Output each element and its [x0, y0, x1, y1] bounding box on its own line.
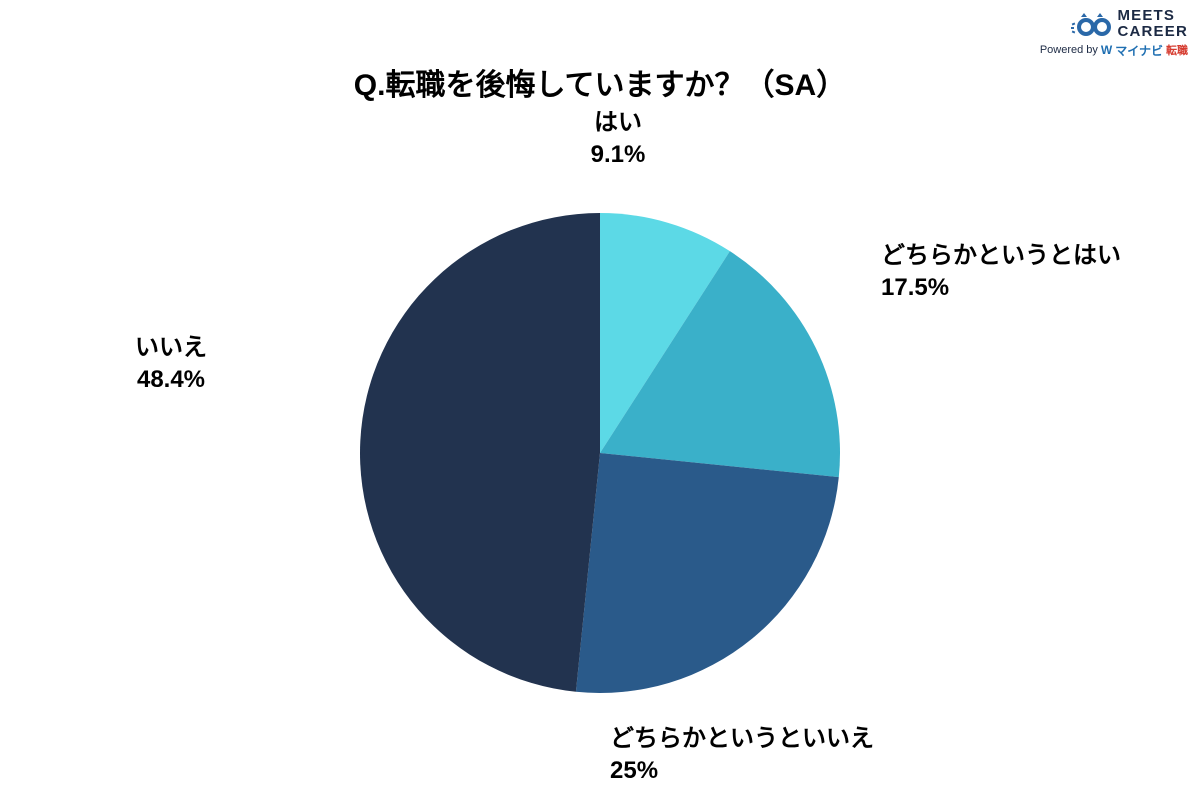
tenshoku-text: 転職	[1166, 42, 1188, 58]
slice-percent: 25%	[610, 755, 874, 787]
mynavi-text: マイナビ	[1115, 42, 1163, 59]
chart-title: Q.転職を後悔していますか？（SA）	[354, 60, 846, 104]
powered-by-text: Powered by	[1040, 44, 1098, 56]
slice-label: どちらかというとはい17.5%	[881, 240, 1121, 305]
slice-label: いいえ48.4%	[135, 332, 207, 397]
branding-title: MEETS CAREER	[1117, 8, 1188, 40]
pie-svg	[360, 213, 840, 693]
branding-line1: MEETS	[1117, 7, 1175, 24]
slice-name: いいえ	[135, 332, 207, 364]
branding-line2: CAREER	[1117, 23, 1188, 40]
meets-career-icon	[1071, 11, 1111, 37]
slice-percent: 17.5%	[881, 272, 1121, 304]
slice-name: はい	[591, 107, 646, 139]
slice-percent: 9.1%	[591, 139, 646, 171]
branding-subtitle: Powered by W マイナビ 転職	[1040, 42, 1188, 59]
slice-percent: 48.4%	[135, 364, 207, 396]
slice-label: どちらかというといいえ25%	[610, 723, 874, 788]
pie-slice	[576, 453, 839, 693]
branding: MEETS CAREER Powered by W マイナビ 転職	[1040, 8, 1188, 59]
pie-chart: はい9.1% どちらかというとはい17.5% どちらかというといいえ25% いいえ48…	[0, 105, 1200, 800]
slice-name: どちらかというとはい	[881, 240, 1121, 272]
branding-top: MEETS CAREER	[1071, 8, 1188, 40]
slice-name: どちらかというといいえ	[610, 723, 874, 755]
pie-slice	[360, 213, 600, 692]
mynavi-w-icon: W	[1101, 43, 1112, 57]
slice-label: はい9.1%	[591, 107, 646, 172]
